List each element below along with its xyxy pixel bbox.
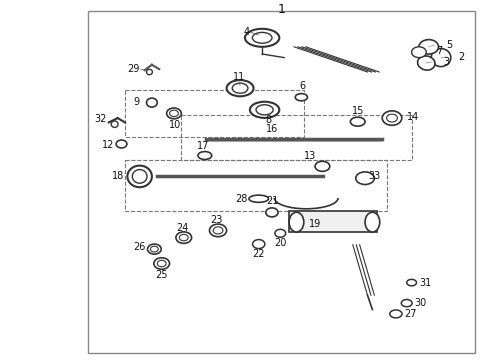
Text: 15: 15: [351, 106, 364, 116]
Text: 5: 5: [446, 40, 452, 50]
Text: 14: 14: [407, 112, 419, 122]
Ellipse shape: [417, 56, 435, 70]
Ellipse shape: [387, 114, 397, 122]
Text: 18: 18: [112, 171, 124, 181]
Ellipse shape: [252, 32, 272, 43]
Text: 17: 17: [197, 141, 210, 151]
Ellipse shape: [256, 105, 273, 115]
Ellipse shape: [401, 300, 412, 307]
Text: 30: 30: [415, 298, 427, 308]
Text: 22: 22: [252, 249, 265, 260]
Bar: [88, 11, 475, 353]
Ellipse shape: [116, 140, 127, 148]
Text: 26: 26: [133, 242, 146, 252]
Text: 33: 33: [368, 171, 381, 181]
Ellipse shape: [295, 94, 308, 101]
Ellipse shape: [167, 108, 181, 119]
Ellipse shape: [350, 117, 365, 126]
Text: 16: 16: [266, 124, 278, 134]
Text: 21: 21: [266, 196, 279, 206]
Ellipse shape: [315, 161, 330, 171]
Text: 1: 1: [278, 3, 286, 15]
Text: 20: 20: [274, 238, 287, 248]
Ellipse shape: [356, 172, 374, 185]
Ellipse shape: [226, 80, 254, 96]
Text: 25: 25: [155, 270, 168, 280]
Text: 32: 32: [95, 114, 107, 124]
Text: 9: 9: [133, 96, 140, 107]
Text: 27: 27: [404, 309, 417, 319]
Text: 8: 8: [266, 115, 271, 125]
Ellipse shape: [275, 229, 286, 237]
Ellipse shape: [154, 258, 170, 269]
Text: 28: 28: [235, 194, 247, 204]
Text: 3: 3: [443, 57, 450, 67]
Ellipse shape: [157, 260, 166, 267]
Text: 11: 11: [233, 72, 245, 82]
Ellipse shape: [232, 83, 248, 93]
Ellipse shape: [245, 29, 279, 47]
Ellipse shape: [289, 212, 304, 232]
Text: 23: 23: [210, 215, 223, 225]
Ellipse shape: [147, 98, 157, 107]
Ellipse shape: [198, 152, 212, 159]
Ellipse shape: [382, 111, 402, 125]
Ellipse shape: [266, 208, 278, 217]
Text: 31: 31: [419, 278, 432, 288]
Ellipse shape: [170, 110, 178, 117]
Text: 10: 10: [170, 120, 181, 130]
Ellipse shape: [147, 69, 152, 75]
Text: 6: 6: [299, 81, 305, 91]
Text: 24: 24: [176, 222, 189, 233]
Text: 13: 13: [304, 151, 316, 161]
Ellipse shape: [365, 212, 380, 232]
Ellipse shape: [176, 232, 192, 243]
Ellipse shape: [419, 40, 439, 54]
Text: 12: 12: [102, 140, 114, 150]
Ellipse shape: [412, 47, 426, 58]
Ellipse shape: [179, 234, 188, 241]
Ellipse shape: [150, 246, 158, 252]
Ellipse shape: [147, 244, 161, 254]
Text: 4: 4: [244, 27, 250, 37]
Text: 29: 29: [127, 64, 140, 74]
Ellipse shape: [407, 279, 416, 286]
Ellipse shape: [250, 102, 279, 118]
Ellipse shape: [132, 170, 147, 183]
Ellipse shape: [111, 121, 118, 127]
Ellipse shape: [431, 49, 451, 67]
Text: 19: 19: [309, 219, 320, 229]
Ellipse shape: [253, 240, 265, 248]
Text: 7: 7: [436, 46, 442, 56]
Text: 2: 2: [458, 52, 465, 62]
Ellipse shape: [249, 195, 269, 202]
Ellipse shape: [390, 310, 402, 318]
Bar: [289, 211, 377, 232]
Ellipse shape: [210, 224, 226, 237]
Ellipse shape: [213, 227, 223, 234]
Ellipse shape: [127, 166, 152, 187]
